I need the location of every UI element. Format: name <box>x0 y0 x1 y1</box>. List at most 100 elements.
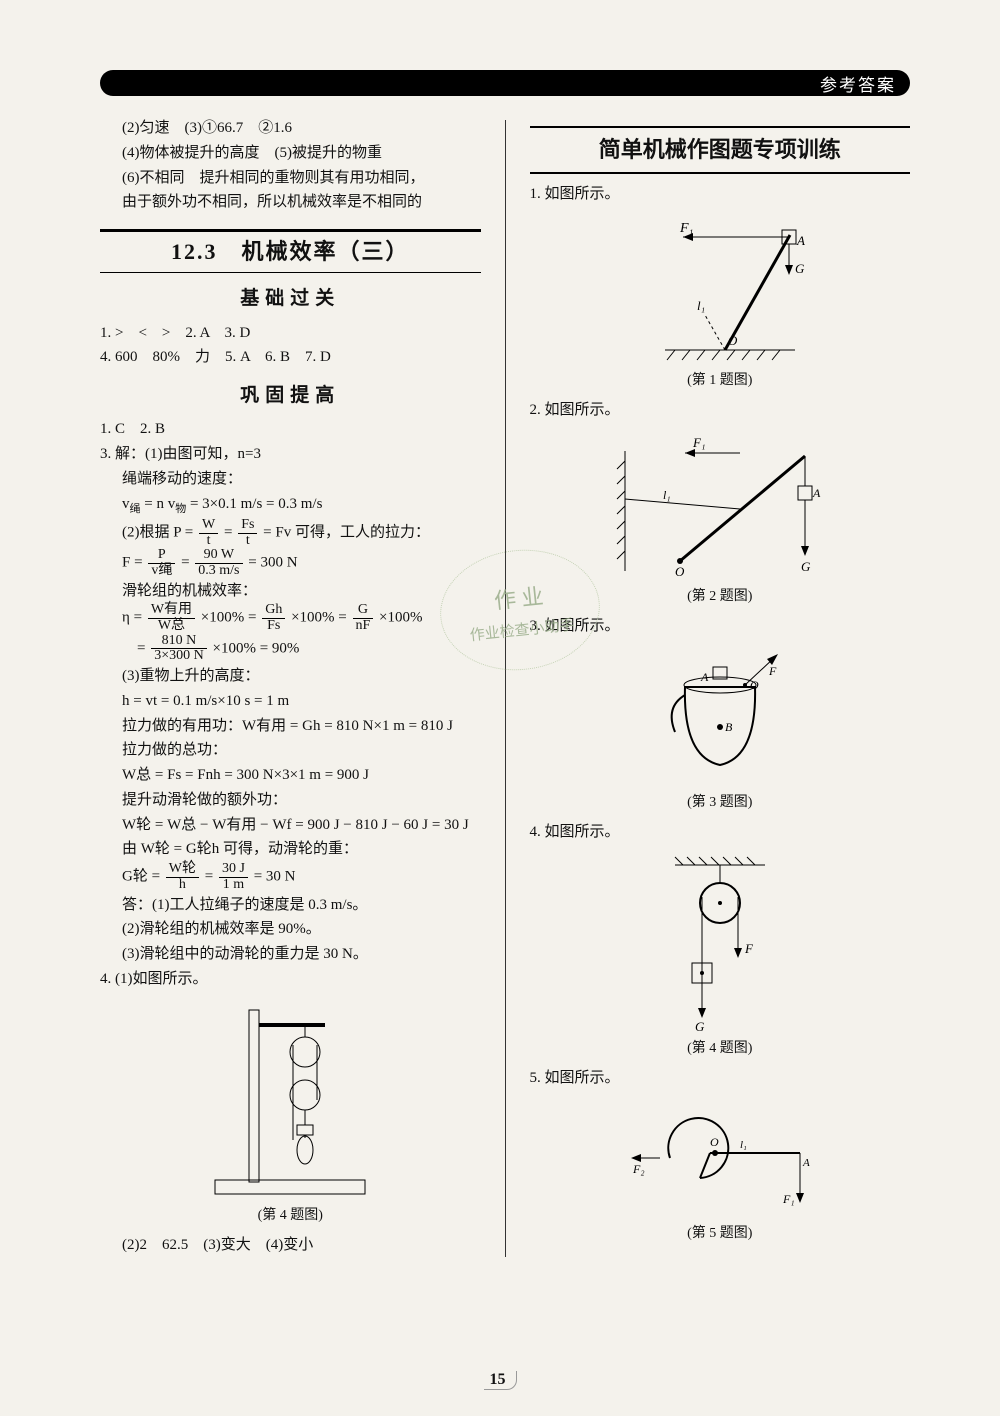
subscript: 物 <box>175 503 186 515</box>
svg-text:F: F <box>744 941 754 956</box>
basic-line: 1. > < > 2. A 3. D <box>100 321 481 346</box>
fraction: 90 W0.3 m/s <box>195 548 242 578</box>
expr: = 3×0.1 m/s = 0.3 m/s <box>186 496 322 512</box>
answer-line: = 810 N3×300 N ×100% = 90% <box>100 634 481 664</box>
subscript: 绳 <box>130 503 141 515</box>
item-label: 2. 如图所示。 <box>530 398 911 423</box>
answer-line: η = W有用W总 ×100% = GhFs ×100% = GnF ×100% <box>100 603 481 633</box>
answer-line: (2)根据 P = Wt = Fst = Fv 可得，工人的拉力： <box>100 518 481 548</box>
svg-text:l₁: l₁ <box>697 298 705 313</box>
expr: (2)根据 P = <box>122 525 197 541</box>
svg-text:F₂: F₂ <box>632 1162 645 1176</box>
left-column: (2)匀速 (3)①66.7 ②1.6 (4)物体被提升的高度 (5)被提升的物… <box>100 116 485 1257</box>
answer-line: F = Pv绳 = 90 W0.3 m/s = 300 N <box>100 548 481 578</box>
expr: ×100% <box>379 610 422 626</box>
svg-text:A: A <box>796 233 805 248</box>
answer-line: 由 W轮 = G轮h 可得，动滑轮的重： <box>100 837 481 862</box>
pulley-apparatus-icon <box>205 1000 375 1200</box>
svg-text:F: F <box>768 664 777 678</box>
fraction: Wt <box>199 518 218 548</box>
fraction: Fst <box>238 518 257 548</box>
figure-caption: (第 1 题图) <box>687 369 752 392</box>
answer-line: (2)2 62.5 (3)变大 (4)变小 <box>100 1233 481 1258</box>
figure-caption: (第 4 题图) <box>687 1037 752 1060</box>
fraction: Pv绳 <box>148 548 175 578</box>
header-label: 参考答案 <box>820 71 896 96</box>
answer-line: 提升动滑轮做的额外功： <box>100 788 481 813</box>
intro-line: 由于额外功不相同，所以机械效率是不相同的 <box>100 190 481 215</box>
svg-text:A: A <box>812 486 821 500</box>
expr: = 30 N <box>254 869 296 885</box>
answer-line: 绳端移动的速度： <box>100 467 481 492</box>
answer-line: 1. C 2. B <box>100 417 481 442</box>
svg-text:F₁: F₁ <box>782 1192 795 1206</box>
pulley-diagram-icon: F G <box>645 853 795 1033</box>
svg-text:O: O <box>710 1135 719 1149</box>
lever-diagram-icon: F₁ l₁ O A G <box>605 431 835 581</box>
section-title: 12.3 机械效率（三） <box>100 229 481 273</box>
expr: = <box>181 555 193 571</box>
item-label: 5. 如图所示。 <box>530 1066 911 1091</box>
expr: ×100% = 90% <box>212 640 299 656</box>
figure-3: O A B F (第 3 题图) <box>530 647 911 814</box>
consolidate-label: 巩固提高 <box>100 380 481 411</box>
fraction: 30 J1 m <box>219 862 248 892</box>
expr: = n v <box>141 496 176 512</box>
answer-line: 答：(1)工人拉绳子的速度是 0.3 m/s。 <box>100 893 481 918</box>
column-divider <box>505 120 506 1257</box>
figure-caption: (第 2 题图) <box>687 585 752 608</box>
fraction: W轮h <box>166 862 199 892</box>
svg-text:l₁: l₁ <box>663 488 671 502</box>
figure-5: O l₁ F₂ F₁ A (第 5 题图) <box>530 1098 911 1245</box>
header-band: 参考答案 <box>100 70 910 96</box>
expr: = <box>122 640 149 656</box>
answer-line: (2)滑轮组的机械效率是 90%。 <box>100 917 481 942</box>
lever-diagram-icon: O l₁ F₂ F₁ A <box>615 1098 825 1218</box>
answer-line: (3)重物上升的高度： <box>100 664 481 689</box>
answer-line: 拉力做的有用功：W有用 = Gh = 810 N×1 m = 810 J <box>100 714 481 739</box>
answer-line: 滑轮组的机械效率： <box>100 579 481 604</box>
fraction: GhFs <box>262 603 285 633</box>
intro-line: (2)匀速 (3)①66.7 ②1.6 <box>100 116 481 141</box>
item-label: 4. 如图所示。 <box>530 820 911 845</box>
intro-line: (4)物体被提升的高度 (5)被提升的物重 <box>100 141 481 166</box>
svg-text:F₁: F₁ <box>692 435 705 450</box>
answer-line: 3. 解：(1)由图可知，n=3 <box>100 442 481 467</box>
answer-line: W总 = Fs = Fnh = 300 N×3×1 m = 900 J <box>100 763 481 788</box>
intro-line: (6)不相同 提升相同的重物则其有用功相同， <box>100 166 481 191</box>
svg-text:G: G <box>695 1019 705 1033</box>
figure-caption: (第 5 题图) <box>687 1222 752 1245</box>
fraction: W有用W总 <box>148 603 195 633</box>
basic-line: 4. 600 80% 力 5. A 6. B 7. D <box>100 345 481 370</box>
fraction: 810 N3×300 N <box>151 634 207 664</box>
answer-line: v绳 = n v物 = 3×0.1 m/s = 0.3 m/s <box>100 492 481 518</box>
item-label: 1. 如图所示。 <box>530 182 911 207</box>
page-number: 15 <box>484 1371 517 1390</box>
answer-line: W轮 = W总 − W有用 − Wf = 900 J − 810 J − 60 … <box>100 813 481 838</box>
svg-text:O: O <box>675 564 685 579</box>
figure-4-left: (第 4 题图) <box>100 1000 481 1227</box>
var: v <box>122 496 130 512</box>
basic-label: 基础过关 <box>100 283 481 314</box>
svg-text:O: O <box>728 333 738 348</box>
figure-2: F₁ l₁ O A G (第 2 题图) <box>530 431 911 608</box>
svg-text:A: A <box>802 1157 810 1169</box>
svg-text:G: G <box>795 261 805 276</box>
svg-text:A: A <box>700 670 709 684</box>
kettle-lever-icon: O A B F <box>645 647 795 787</box>
expr: ×100% = <box>201 610 260 626</box>
svg-text:B: B <box>725 720 733 734</box>
expr: = 300 N <box>248 555 297 571</box>
expr: = <box>224 525 236 541</box>
right-column: 简单机械作图题专项训练 1. 如图所示。 F₁ l₁ A G O (第 1 题图 <box>526 116 911 1257</box>
svg-text:F₁: F₁ <box>679 221 693 236</box>
expr: G轮 = <box>122 869 164 885</box>
lever-diagram-icon: F₁ l₁ A G O <box>625 215 815 365</box>
figure-caption: (第 3 题图) <box>687 791 752 814</box>
two-column-layout: (2)匀速 (3)①66.7 ②1.6 (4)物体被提升的高度 (5)被提升的物… <box>100 116 910 1257</box>
page-footer: 15 <box>0 1371 1000 1390</box>
expr: = Fv 可得，工人的拉力： <box>263 525 430 541</box>
fraction: GnF <box>353 603 374 633</box>
svg-text:G: G <box>801 559 811 574</box>
expr: η = <box>122 610 146 626</box>
